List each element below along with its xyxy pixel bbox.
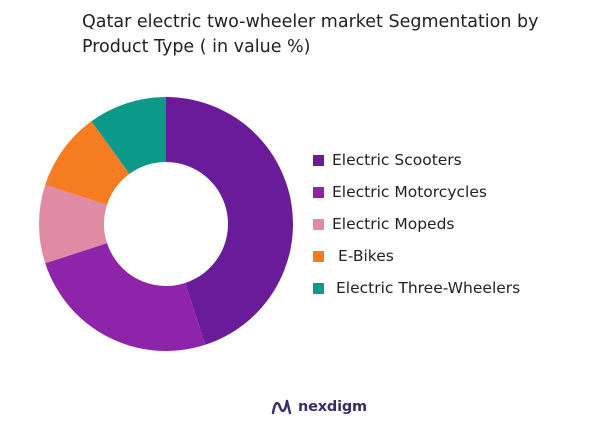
legend-label: Electric Motorcycles xyxy=(332,183,487,201)
legend-label: Electric Mopeds xyxy=(332,215,455,233)
chart-title-line-1: Qatar electric two-wheeler market Segmen… xyxy=(82,12,539,32)
legend-label: Electric Scooters xyxy=(332,151,462,169)
donut-slice-electric-scooters xyxy=(166,97,293,345)
logo-text: nexdigm xyxy=(298,399,367,415)
nexdigm-wave-icon xyxy=(271,399,292,415)
legend-label: E-Bikes xyxy=(338,247,394,265)
donut-slice-electric-mopeds xyxy=(39,184,108,264)
brand-logo: nexdigm xyxy=(271,398,367,416)
legend-swatch xyxy=(313,250,324,262)
chart-legend: Electric Scooters Electric Motorcycles E… xyxy=(313,144,520,304)
legend-swatch xyxy=(313,154,324,166)
legend-swatch xyxy=(313,186,324,198)
donut-slice-electric-motorcycles xyxy=(45,243,206,351)
legend-swatch xyxy=(313,282,324,294)
legend-label: Electric Three-Wheelers xyxy=(336,279,521,297)
legend-item-electric-scooters: Electric Scooters xyxy=(313,144,520,176)
donut-slice-electric-three-wheelers xyxy=(91,97,166,174)
legend-item-electric-motorcycles: Electric Motorcycles xyxy=(313,176,520,208)
legend-swatch xyxy=(313,218,324,230)
chart-title-line-2: Product Type ( in value %) xyxy=(82,37,311,57)
legend-item-electric-three-wheelers: Electric Three-Wheelers xyxy=(313,272,520,304)
legend-item-electric-mopeds: Electric Mopeds xyxy=(313,208,520,240)
legend-item-e-bikes: E-Bikes xyxy=(313,240,520,272)
donut-slice-e-bikes xyxy=(45,121,130,205)
chart-title: Qatar electric two-wheeler market Segmen… xyxy=(82,10,572,60)
